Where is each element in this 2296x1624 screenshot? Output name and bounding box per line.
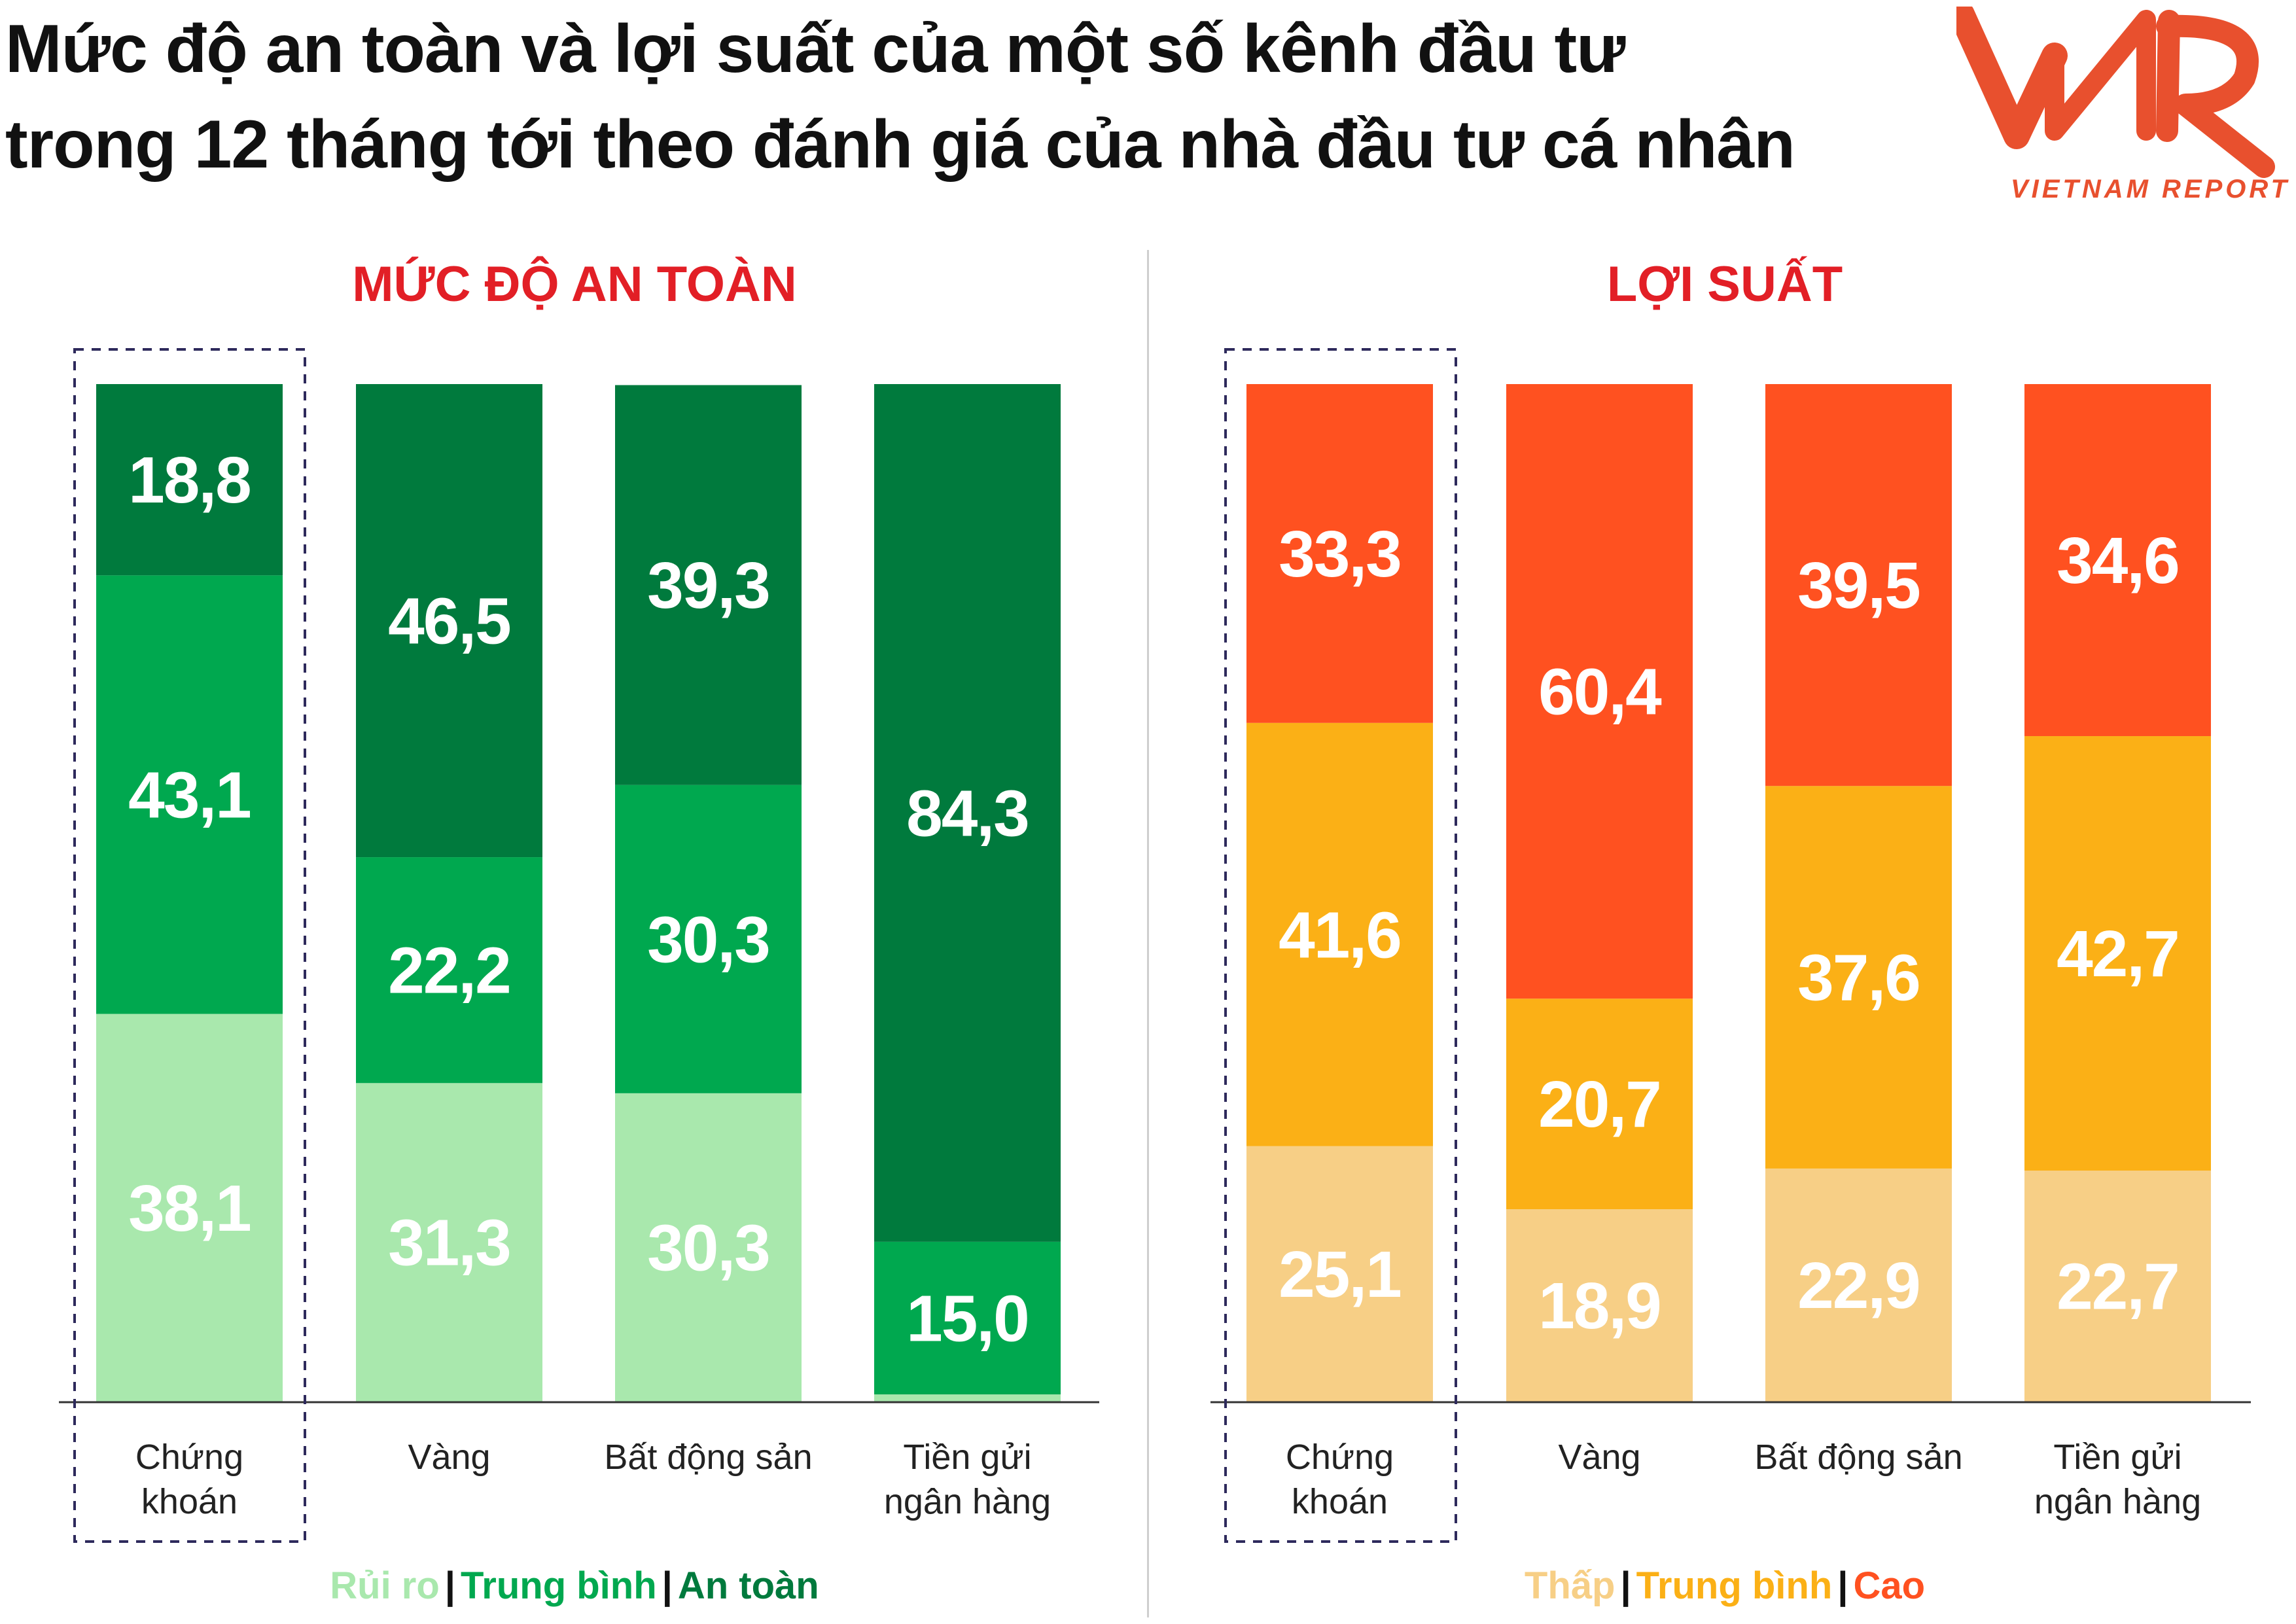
return-data-label-tien-gui-ngan-hang-1: 22,7: [2057, 1250, 2179, 1324]
safety-data-label-bat-dong-san-3: 39,3: [647, 549, 769, 622]
left-legend: Rủi ro | Trung bình | An toàn: [84, 1560, 1065, 1612]
return-data-label-chung-khoan-1: 25,1: [1279, 1238, 1401, 1311]
legend-separator: |: [444, 1564, 456, 1607]
safety-category-label-vang: Vàng: [408, 1438, 490, 1477]
return-data-label-vang-2: 20,7: [1538, 1068, 1661, 1141]
return-category-label-chung-khoan: Chứng: [1286, 1438, 1394, 1477]
return-bar-segment-tien-gui-ngan-hang-2: [2024, 736, 2211, 1171]
safety-bar-segment-vang-3: [356, 384, 542, 858]
safety-data-label-bat-dong-san-2: 30,3: [647, 903, 769, 976]
return-bar-segment-bat-dong-san-3: [1765, 384, 1952, 786]
safety-bar-segment-tien-gui-ngan-hang-3: [874, 384, 1061, 1242]
safety-category-label-tien-gui-ngan-hang: ngân hàng: [884, 1482, 1051, 1521]
safety-bar-segment-bat-dong-san-2: [615, 785, 802, 1093]
legend-separator: |: [1620, 1564, 1631, 1607]
logo-tagline: VIETNAM REPORT: [2011, 175, 2290, 203]
safety-data-label-vang-3: 46,5: [388, 585, 510, 658]
right-panel-title: LỢI SUẤT: [1606, 256, 1843, 312]
return-category-label-tien-gui-ngan-hang: Tiền gửi: [2053, 1438, 2181, 1477]
legend-item-an-toan: An toàn: [677, 1564, 819, 1607]
return-data-label-vang-3: 60,4: [1538, 656, 1662, 729]
return-bar-segment-chung-khoan-3: [1246, 384, 1433, 723]
panel-divider: [1147, 250, 1149, 1617]
safety-bar-segment-bat-dong-san-1: [615, 1093, 802, 1402]
return-bar-segment-vang-3: [1506, 384, 1693, 999]
safety-bar-segment-bat-dong-san-3: [615, 385, 802, 785]
safety-highlight-box: [73, 348, 306, 1543]
return-bar-segment-vang-2: [1506, 998, 1693, 1210]
title-line-1: Mức độ an toàn và lợi suất của một số kê…: [5, 11, 1625, 87]
return-bar-segment-chung-khoan-1: [1246, 1146, 1433, 1402]
return-data-label-bat-dong-san-2: 37,6: [1797, 942, 1920, 1015]
return-data-label-bat-dong-san-3: 39,5: [1797, 549, 1920, 622]
safety-data-label-chung-khoan-2: 43,1: [128, 758, 251, 832]
safety-data-label-vang-1: 31,3: [388, 1207, 510, 1280]
return-bar-segment-bat-dong-san-1: [1765, 1168, 1952, 1402]
return-data-label-tien-gui-ngan-hang-2: 42,7: [2057, 917, 2179, 991]
left-panel-title: MỨC ĐỘ AN TOÀN: [352, 256, 797, 312]
page-title: Mức độ an toàn và lợi suất của một số kê…: [5, 1, 1795, 192]
return-bar-segment-chung-khoan-2: [1246, 722, 1433, 1146]
safety-bar-segment-tien-gui-ngan-hang-2: [874, 1241, 1061, 1395]
legend-item-trung-binh: Trung bình: [1636, 1564, 1833, 1607]
return-bar-segment-tien-gui-ngan-hang-3: [2024, 384, 2211, 737]
return-bar-segment-vang-1: [1506, 1209, 1693, 1402]
return-data-label-vang-1: 18,9: [1538, 1269, 1661, 1343]
return-data-label-chung-khoan-3: 33,3: [1279, 518, 1401, 591]
legend-item-trung-binh: Trung bình: [461, 1564, 657, 1607]
legend-item-thap: Thấp: [1524, 1564, 1616, 1607]
safety-bar-segment-vang-1: [356, 1083, 542, 1402]
legend-item-rui-ro: Rủi ro: [330, 1564, 440, 1607]
safety-data-label-bat-dong-san-1: 30,3: [647, 1211, 769, 1284]
safety-data-label-chung-khoan-3: 18,8: [128, 444, 251, 517]
right-legend: Thấp | Trung bình | Cao: [1234, 1560, 2216, 1612]
return-category-label-vang: Vàng: [1558, 1438, 1640, 1477]
safety-bar-segment-chung-khoan-2: [96, 575, 283, 1014]
return-data-label-tien-gui-ngan-hang-3: 34,6: [2057, 524, 2179, 597]
legend-item-cao: Cao: [1853, 1564, 1926, 1607]
return-data-label-chung-khoan-2: 41,6: [1279, 898, 1401, 972]
safety-category-label-bat-dong-san: Bất động sản: [604, 1438, 812, 1477]
legend-separator: |: [1837, 1564, 1848, 1607]
return-data-label-bat-dong-san-1: 22,9: [1797, 1249, 1920, 1322]
legend-separator: |: [662, 1564, 673, 1607]
safety-category-label-chung-khoan: Chứng: [135, 1438, 243, 1477]
safety-bar-segment-vang-2: [356, 857, 542, 1084]
safety-category-label-tien-gui-ngan-hang: Tiền gửi: [903, 1438, 1031, 1477]
safety-data-label-vang-2: 22,2: [388, 934, 510, 1008]
safety-bar-segment-chung-khoan-3: [96, 384, 283, 576]
safety-category-label-chung-khoan: khoán: [141, 1482, 238, 1521]
safety-bar-segment-chung-khoan-1: [96, 1014, 283, 1402]
title-line-2: trong 12 tháng tới theo đánh giá của nhà…: [5, 107, 1795, 183]
return-category-label-tien-gui-ngan-hang: ngân hàng: [2034, 1482, 2201, 1521]
return-category-label-chung-khoan: khoán: [1292, 1482, 1388, 1521]
safety-data-label-tien-gui-ngan-hang-2: 15,0: [906, 1282, 1029, 1355]
safety-bar-segment-tien-gui-ngan-hang-1: [874, 1394, 1061, 1402]
return-highlight-box: [1224, 348, 1457, 1543]
return-bar-segment-tien-gui-ngan-hang-1: [2024, 1171, 2211, 1402]
vnr-logo: VIETNAM REPORT: [1956, 7, 2290, 203]
return-category-label-bat-dong-san: Bất động sản: [1754, 1438, 1962, 1477]
safety-data-label-chung-khoan-1: 38,1: [128, 1172, 251, 1245]
safety-data-label-tien-gui-ngan-hang-3: 84,3: [906, 777, 1029, 850]
return-bar-segment-bat-dong-san-2: [1765, 786, 1952, 1169]
